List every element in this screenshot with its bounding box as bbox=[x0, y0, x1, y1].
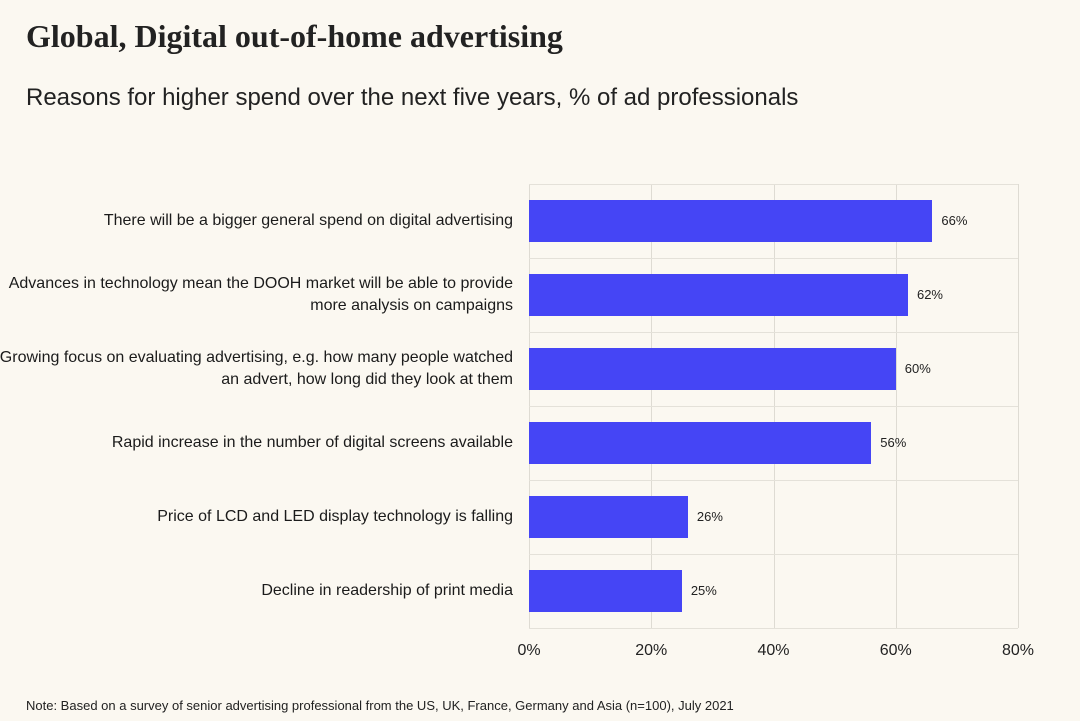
row-separator bbox=[529, 258, 1018, 259]
bar-value-label: 66% bbox=[941, 213, 968, 228]
category-label: Price of LCD and LED display technology … bbox=[157, 508, 513, 525]
row-separator bbox=[529, 628, 1018, 629]
bar-value-label: 26% bbox=[696, 509, 723, 524]
x-tick-label: 0% bbox=[517, 642, 541, 659]
row-separator bbox=[529, 406, 1018, 407]
row-separator bbox=[529, 480, 1018, 481]
bar bbox=[529, 200, 933, 242]
x-tick-label: 60% bbox=[879, 642, 912, 659]
bar bbox=[529, 496, 688, 538]
category-label: Growing focus on evaluating advertising,… bbox=[0, 349, 513, 388]
row-separator bbox=[529, 332, 1018, 333]
chart-title: Global, Digital out-of-home advertising bbox=[26, 18, 563, 54]
bar bbox=[529, 348, 896, 390]
bar-value-label: 60% bbox=[904, 361, 931, 376]
bar bbox=[529, 274, 908, 316]
x-tick-label: 40% bbox=[757, 642, 790, 659]
category-label: There will be a bigger general spend on … bbox=[103, 212, 513, 229]
row-separator bbox=[529, 554, 1018, 555]
bar-value-label: 56% bbox=[880, 435, 907, 450]
bar bbox=[529, 422, 872, 464]
category-label: Decline in readership of print media bbox=[261, 582, 513, 599]
bar-value-label: 25% bbox=[690, 583, 717, 598]
x-tick-label: 80% bbox=[1001, 642, 1035, 659]
category-label: Rapid increase in the number of digital … bbox=[111, 434, 513, 451]
bar bbox=[529, 570, 682, 612]
chart-note: Note: Based on a survey of senior advert… bbox=[26, 698, 734, 713]
category-label: Advances in technology mean the DOOH mar… bbox=[8, 275, 513, 314]
bar-value-label: 62% bbox=[916, 287, 943, 302]
x-tick-label: 20% bbox=[635, 642, 668, 659]
chart-subtitle: Reasons for higher spend over the next f… bbox=[26, 84, 799, 111]
row-separator bbox=[529, 184, 1018, 185]
grid-line bbox=[1018, 184, 1019, 628]
